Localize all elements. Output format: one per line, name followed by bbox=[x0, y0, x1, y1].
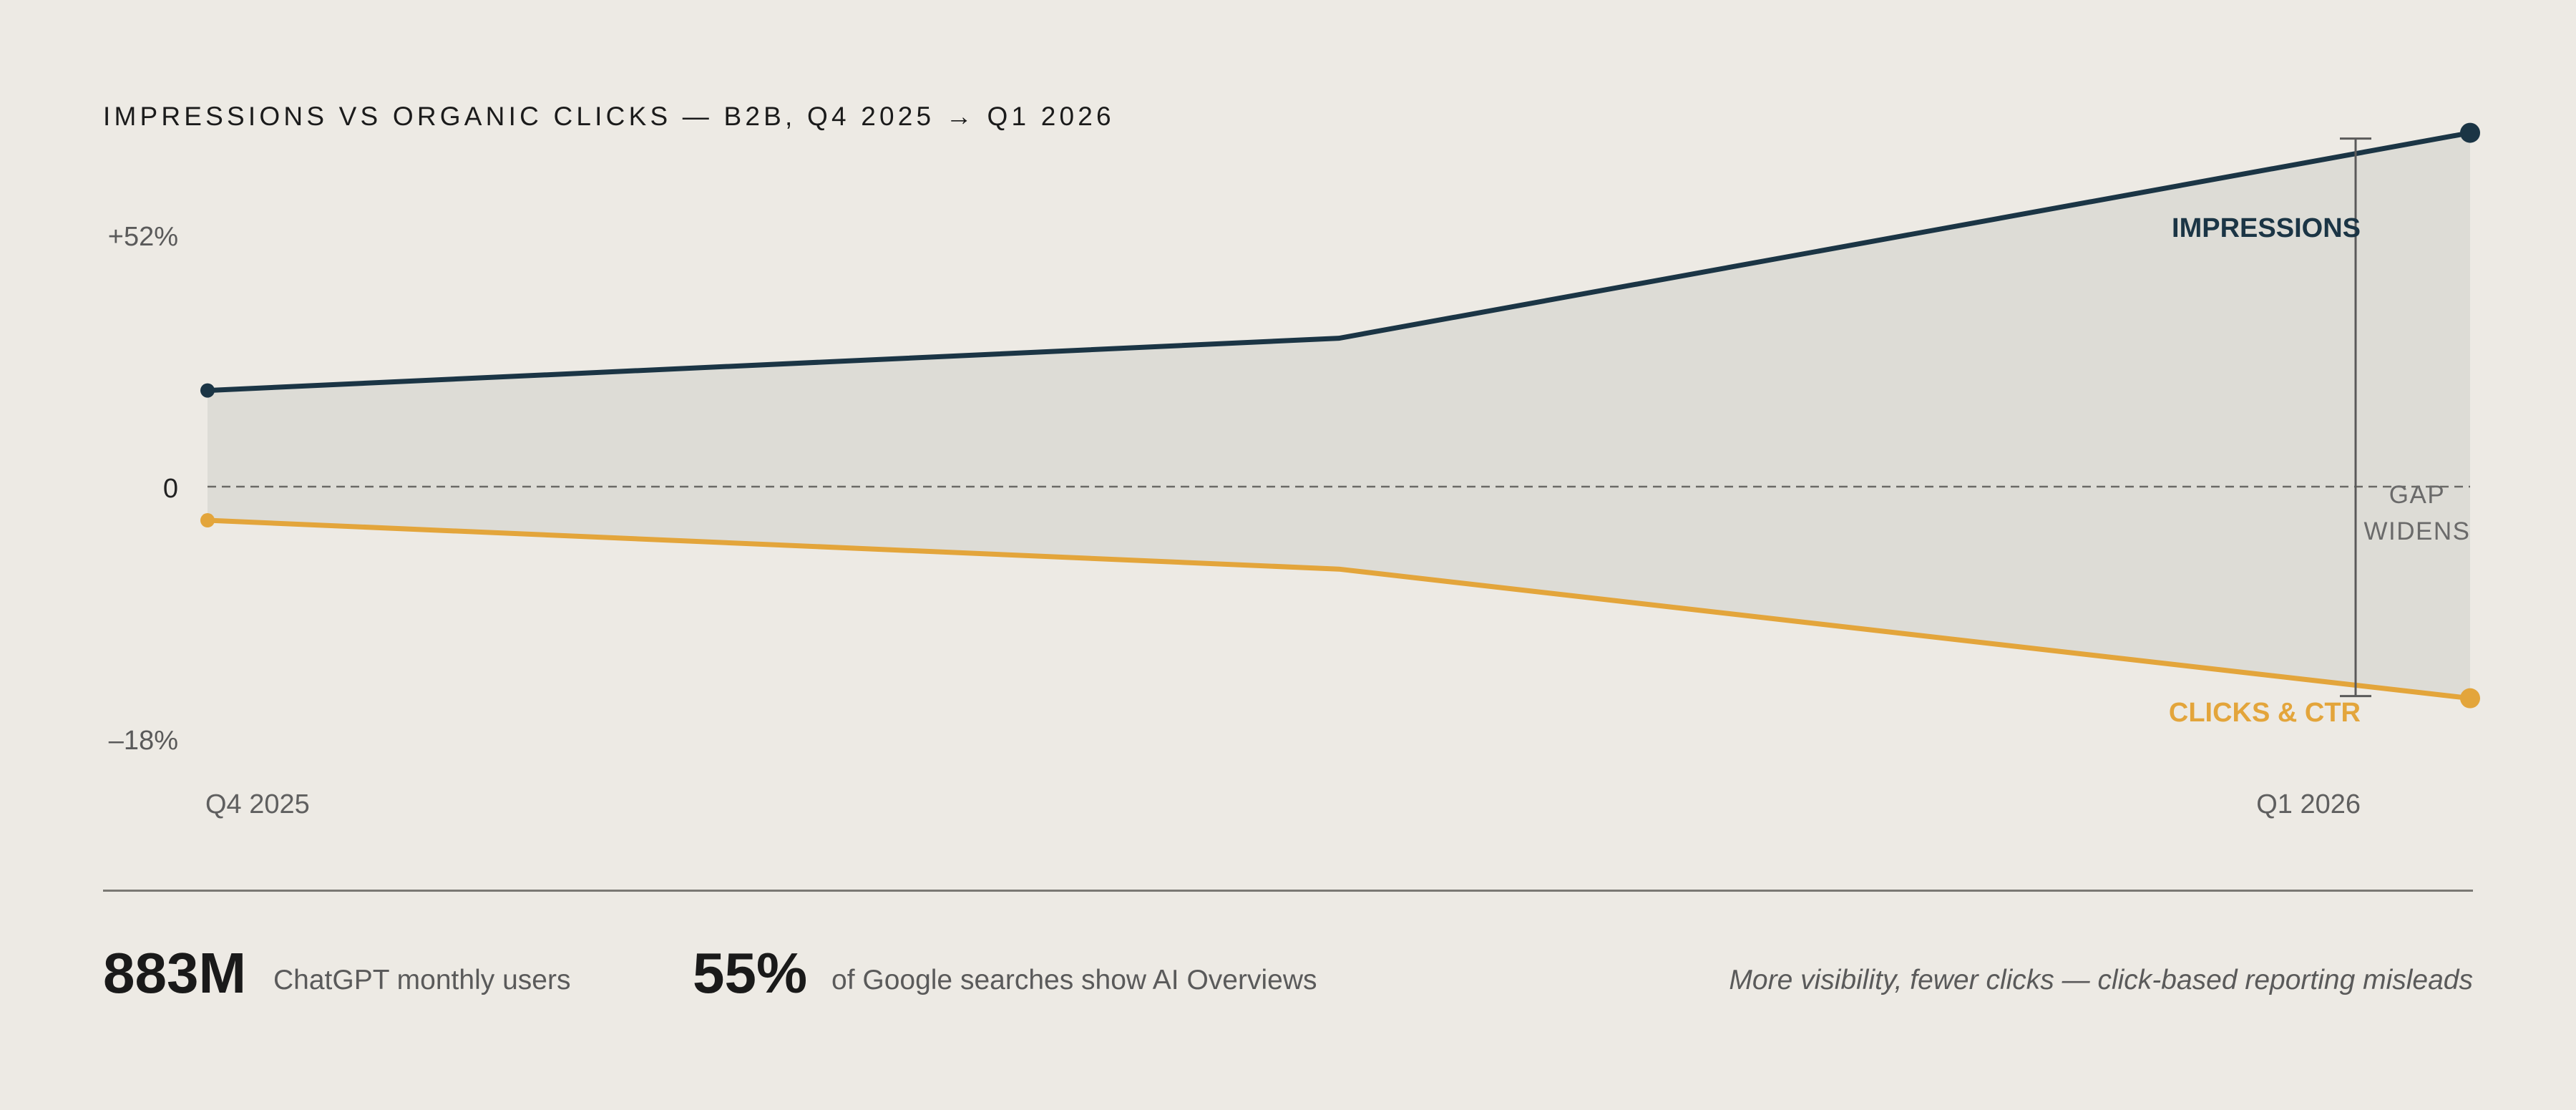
stat-value: 55% bbox=[693, 941, 808, 1005]
data-point bbox=[2460, 122, 2480, 143]
x-tick-label: Q1 2026 bbox=[2256, 789, 2361, 819]
tagline: More visibility, fewer clicks — click-ba… bbox=[1729, 965, 2473, 995]
x-tick-label: Q4 2025 bbox=[205, 789, 310, 819]
gap-annotation: GAP WIDENS bbox=[2364, 481, 2471, 545]
y-tick-label: –18% bbox=[109, 726, 178, 756]
y-tick-label: 0 bbox=[163, 474, 178, 504]
data-point bbox=[200, 513, 215, 528]
chart-title: IMPRESSIONS VS ORGANIC CLICKS — B2B, Q4 … bbox=[103, 102, 1115, 131]
data-point bbox=[200, 383, 215, 398]
stat-label: ChatGPT monthly users bbox=[273, 965, 571, 995]
stat-value: 883M bbox=[103, 941, 247, 1005]
series-lines bbox=[200, 122, 2480, 709]
series-line-1 bbox=[205, 517, 2473, 701]
data-point bbox=[2460, 688, 2480, 709]
divider bbox=[103, 890, 2473, 892]
stat-label: of Google searches show AI Overviews bbox=[831, 965, 1317, 995]
series-label-impressions: IMPRESSIONS bbox=[2172, 213, 2361, 243]
y-tick-label: +52% bbox=[108, 222, 178, 252]
gap-area bbox=[208, 132, 2470, 698]
series-line-0 bbox=[205, 130, 2473, 394]
series-label-clicks: CLICKS & CTR bbox=[2169, 698, 2361, 728]
gap-bracket bbox=[2340, 137, 2371, 698]
